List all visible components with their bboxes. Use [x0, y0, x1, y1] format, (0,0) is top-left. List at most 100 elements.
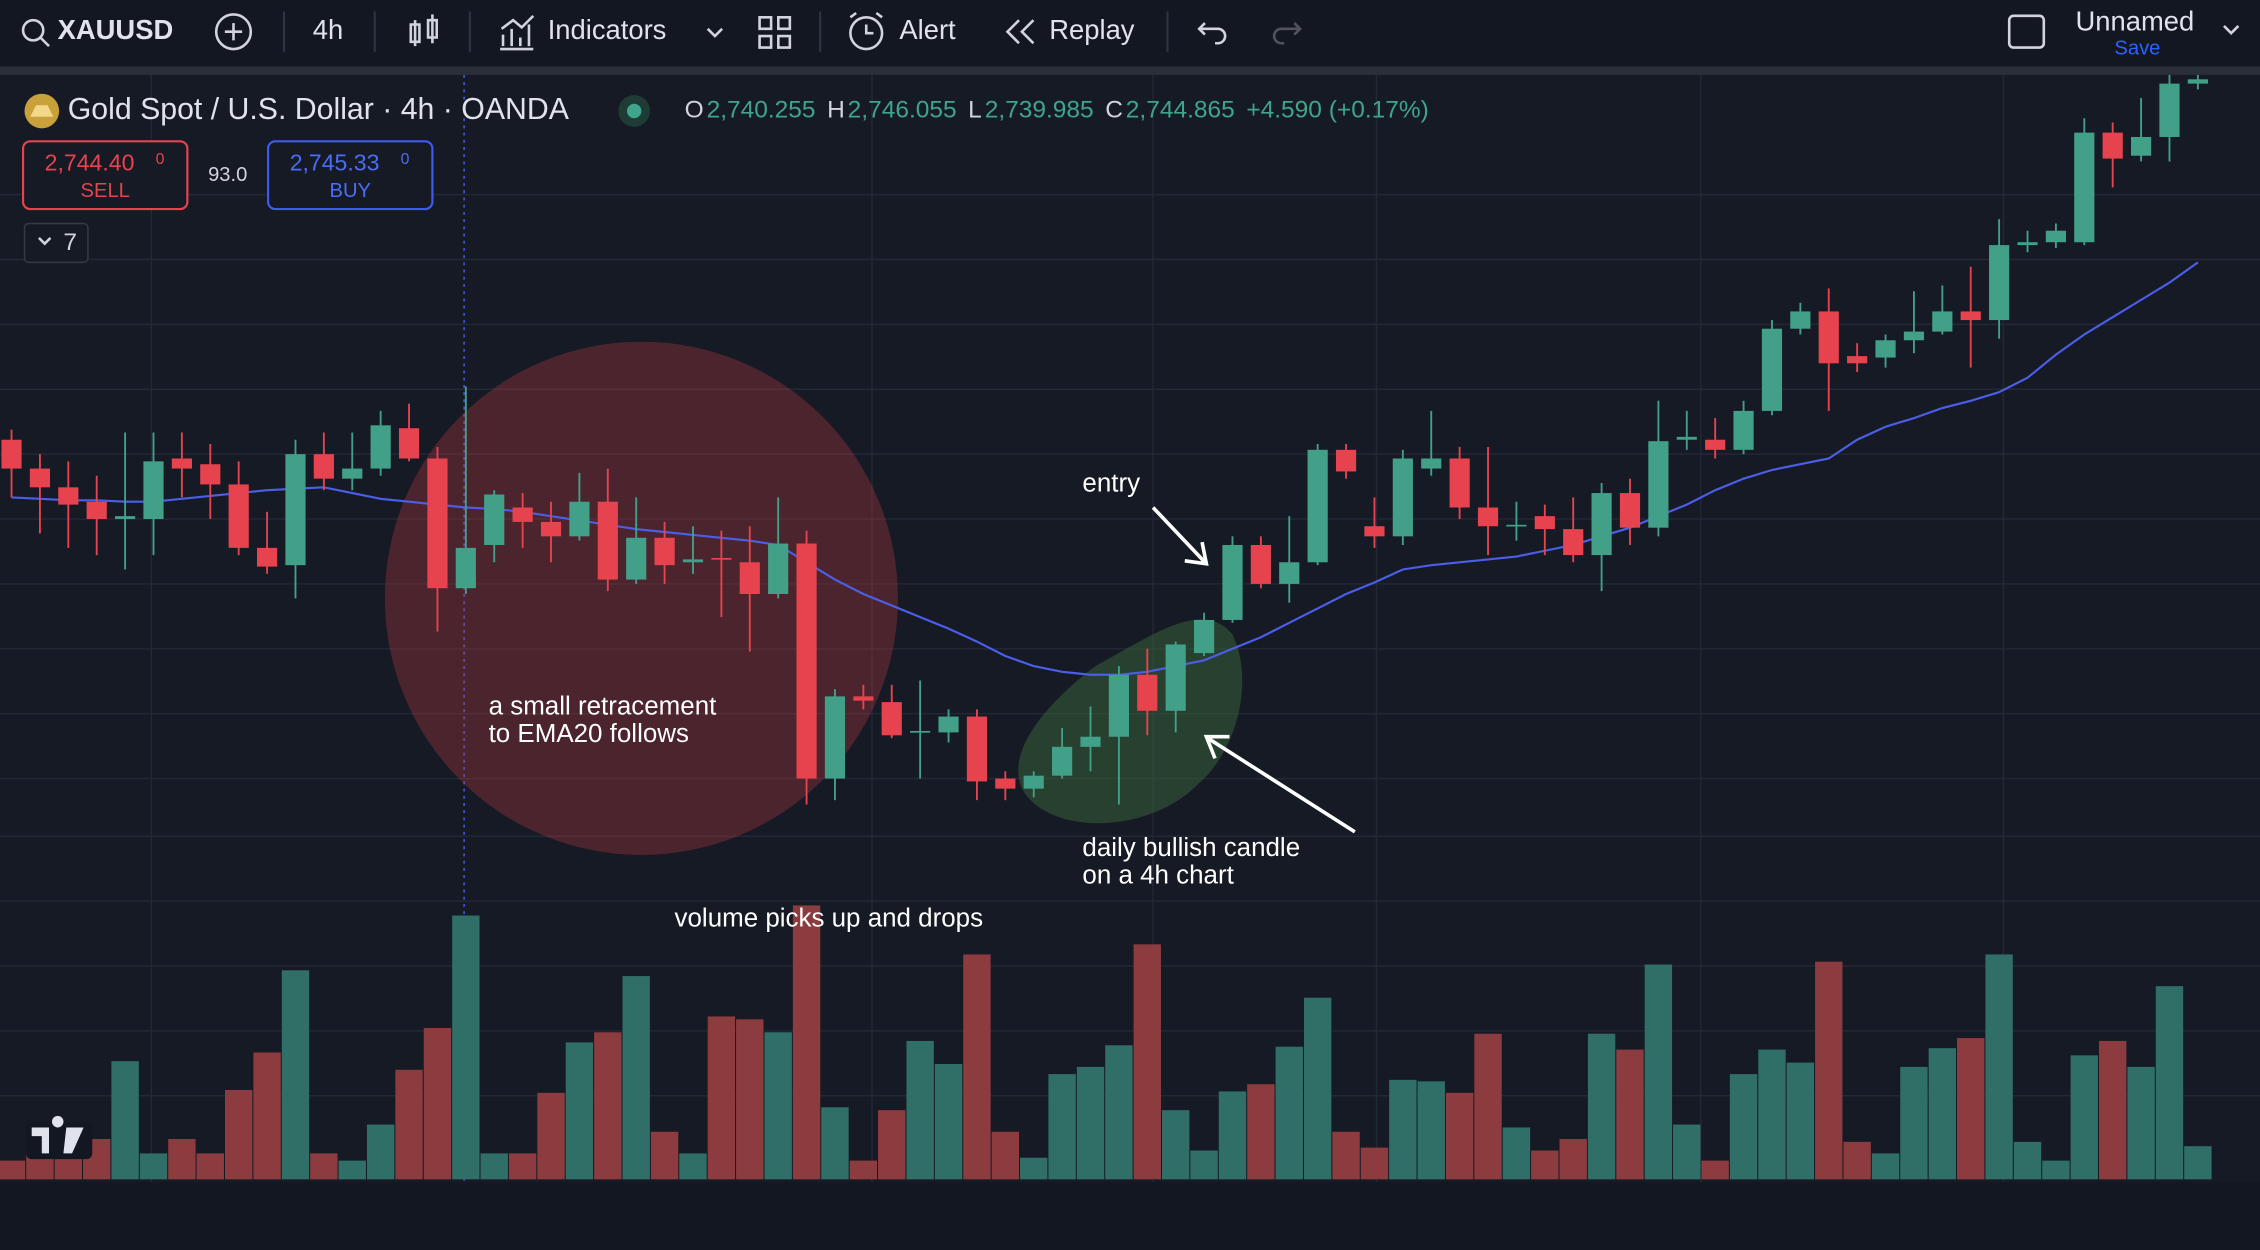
- candle-body: [1421, 458, 1442, 469]
- ema-line: [11, 261, 2199, 676]
- candle-body: [1960, 311, 1981, 321]
- candle-body: [1818, 311, 1839, 364]
- add-symbol[interactable]: [214, 13, 253, 51]
- volume-bar: [1105, 1045, 1133, 1180]
- layout-name[interactable]: Unnamed: [2076, 5, 2195, 36]
- volume-bar: [1275, 1046, 1303, 1180]
- volume-bar: [1048, 1074, 1076, 1180]
- chevron[interactable]: [706, 27, 724, 38]
- indicators[interactable]: Indicators: [548, 14, 667, 45]
- buy-digit: 0: [401, 151, 410, 168]
- volume-bar: [111, 1061, 139, 1180]
- candle-body: [1989, 245, 2010, 321]
- volume-bar: [963, 954, 991, 1180]
- volume-bar: [1417, 1081, 1445, 1180]
- highlight-blob: [1018, 619, 1243, 824]
- volume-bar: [1190, 1150, 1218, 1180]
- candle-body: [484, 494, 505, 545]
- candle-body: [512, 507, 533, 522]
- buy-price: 2,745.33: [290, 149, 380, 175]
- volume-bar: [991, 1131, 1020, 1180]
- candle-body: [1619, 493, 1641, 528]
- volume-bar: [508, 1153, 537, 1180]
- annotation: daily bullish candle: [1082, 834, 1300, 862]
- candle-body: [285, 454, 306, 566]
- candle-body: [2159, 83, 2180, 137]
- candle-body: [398, 428, 420, 459]
- alert[interactable]: Alert: [899, 14, 956, 45]
- volume-bar: [1786, 1062, 1815, 1180]
- candle-body: [597, 501, 618, 580]
- volume-bar: [1389, 1079, 1417, 1180]
- candle-body: [824, 696, 846, 779]
- fullscreen[interactable]: [2007, 14, 2046, 49]
- symbol[interactable]: XAUUSD: [58, 14, 174, 45]
- annotation: on a 4h chart: [1082, 861, 1234, 889]
- symbol-logo: [30, 105, 54, 117]
- candle-body: [1705, 439, 1726, 450]
- candle-body: [313, 454, 334, 479]
- redo[interactable]: [1272, 22, 1302, 45]
- candle-body: [626, 537, 647, 580]
- volume-bar: [0, 1160, 26, 1180]
- candle-body: [200, 464, 221, 485]
- volume-bar: [594, 1032, 622, 1180]
- candle-body: [1591, 493, 1612, 556]
- volume-bar: [1360, 1147, 1389, 1180]
- candle-body: [1, 439, 22, 469]
- candle-body: [1279, 562, 1300, 584]
- toolbar-border: [0, 66, 2260, 75]
- annotation: to EMA20 follows: [489, 720, 689, 748]
- volume-bar: [224, 1089, 253, 1180]
- ohlc-label: L: [968, 96, 982, 123]
- volume-bar: [253, 1052, 281, 1180]
- volume-bar: [1758, 1049, 1786, 1180]
- volume-bar: [878, 1110, 906, 1180]
- volume-bar: [366, 1124, 395, 1180]
- alert-icon[interactable]: [849, 16, 884, 51]
- interval[interactable]: 4h: [313, 14, 343, 45]
- volume-bar: [1020, 1157, 1048, 1180]
- candle-body: [682, 559, 704, 563]
- indicator-toggle[interactable]: [23, 222, 89, 264]
- candle-body: [1137, 674, 1158, 711]
- chart-type-icon[interactable]: [409, 14, 439, 47]
- volume-bar: [2184, 1146, 2212, 1180]
- add-symbol-icon: [224, 23, 243, 41]
- candle-body: [143, 461, 164, 520]
- volume-bar: [764, 1032, 792, 1180]
- volume-bar: [1247, 1084, 1275, 1180]
- candle-body: [427, 458, 448, 589]
- volume-bar: [196, 1153, 224, 1180]
- candle-body: [2017, 242, 2038, 246]
- indicators-icon[interactable]: [500, 14, 535, 51]
- volume-bar: [480, 1153, 508, 1180]
- replay[interactable]: Replay: [1049, 14, 1135, 45]
- volume-bar: [452, 915, 480, 1180]
- ohlc-value: 2,744.865: [1126, 96, 1235, 123]
- volume-bar: [1985, 954, 2013, 1180]
- sell: SELL: [81, 180, 130, 202]
- legend-title: Gold Spot / U.S. Dollar · 4h · OANDA: [68, 93, 570, 126]
- candle-body: [1563, 529, 1584, 556]
- candle-body: [1477, 507, 1499, 527]
- save[interactable]: Save: [2114, 37, 2160, 59]
- replay-icon[interactable]: [1005, 19, 1035, 45]
- buy-button[interactable]: [267, 140, 434, 211]
- candle-body: [86, 501, 107, 520]
- sell-button[interactable]: [21, 140, 189, 211]
- volume-bar: [1076, 1066, 1105, 1180]
- chevron[interactable]: [2223, 25, 2240, 35]
- chevron: [37, 236, 52, 246]
- volume-bar: [2042, 1160, 2070, 1180]
- candle-body: [569, 501, 590, 537]
- volume-bar: [707, 1016, 736, 1180]
- candle-body: [853, 696, 874, 701]
- volume-bar: [1843, 1141, 1871, 1180]
- tv-logo: [31, 1115, 84, 1154]
- volume-bar: [1644, 964, 1673, 1180]
- undo[interactable]: [1197, 22, 1227, 45]
- layouts-icon[interactable]: [758, 16, 792, 49]
- search-icon[interactable]: [21, 18, 45, 42]
